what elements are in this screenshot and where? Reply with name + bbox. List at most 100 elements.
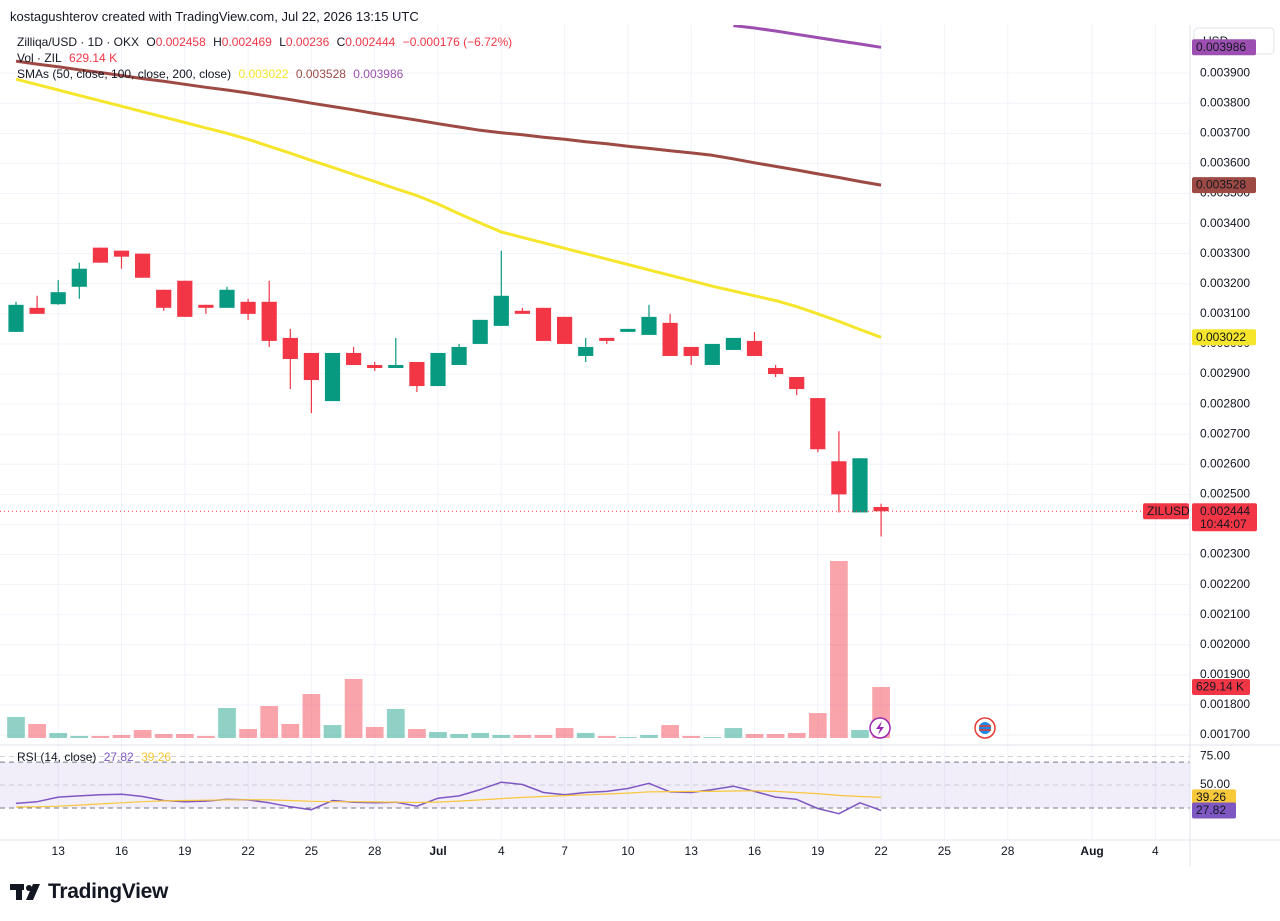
- candle-body: [599, 337, 615, 341]
- x-tick-label: Jul: [429, 844, 446, 858]
- candle-body: [177, 280, 193, 317]
- x-tick-label: 28: [1001, 844, 1015, 858]
- symbol-legend: Zilliqa/USD · 1D · OKX O0.002458 H0.0024…: [17, 35, 516, 49]
- candle-body: [852, 458, 868, 513]
- branding: TradingView: [48, 880, 169, 903]
- volume-bar: [281, 723, 300, 738]
- volume-bar: [429, 732, 447, 738]
- volume-bar: [450, 734, 468, 738]
- sma-value: 0.003986: [353, 67, 404, 81]
- sma-name[interactable]: SMAs (50, close, 100, close, 200, close): [17, 67, 232, 81]
- volume-bar: [787, 732, 806, 738]
- rsi-pane: [0, 755, 1190, 815]
- ohlc-key: L: [279, 35, 286, 49]
- candle-body: [789, 377, 805, 390]
- change: −0.000176 (−6.72%): [402, 35, 513, 49]
- price-tag-symbol: ZILUSD: [1147, 504, 1190, 518]
- volume-bar: [197, 735, 215, 738]
- candle-body: [135, 253, 151, 278]
- candle-body: [303, 352, 319, 381]
- x-tick-label: 13: [685, 844, 699, 858]
- y-tick-label: 0.003100: [1200, 306, 1250, 320]
- candle-body: [156, 289, 172, 308]
- candle-body: [92, 247, 108, 263]
- x-tick-label: 13: [52, 844, 66, 858]
- symbol[interactable]: Zilliqa/USD · 1D · OKX: [17, 35, 140, 49]
- candle-body: [113, 250, 130, 257]
- x-tick-label: 19: [178, 844, 192, 858]
- flag-glyph: [979, 722, 991, 734]
- x-tick-label: 28: [368, 844, 382, 858]
- candle-body: [704, 343, 720, 365]
- candle-body: [746, 340, 763, 356]
- y-tick-label: 0.002500: [1200, 487, 1250, 501]
- rsi-tick-label: 75.00: [1200, 749, 1230, 763]
- x-tick-label: 7: [561, 844, 568, 858]
- volume-bar: [682, 735, 701, 738]
- x-tick-label: 19: [811, 844, 825, 858]
- volume-bar: [661, 725, 679, 738]
- candle-body: [324, 352, 341, 402]
- y-tick-label: 0.002200: [1200, 577, 1250, 591]
- volume-bar: [408, 729, 426, 738]
- x-tick-label: 10: [621, 844, 635, 858]
- candle-body: [71, 268, 87, 287]
- rsi-name[interactable]: RSI (14, close): [17, 750, 97, 764]
- candle-body: [557, 316, 573, 344]
- y-tick-label: 0.002800: [1200, 396, 1250, 410]
- logo-part: [16, 884, 22, 900]
- volume-name[interactable]: Vol · ZIL: [17, 51, 62, 65]
- candle-body: [388, 364, 404, 369]
- axis-tag-label: 0.003022: [1196, 330, 1246, 344]
- axis-tag-label: 39.26: [1196, 790, 1226, 804]
- axis-tag: [1192, 802, 1236, 819]
- rsi-legend: RSI (14, close) 27.82 39.26: [17, 750, 175, 764]
- candle-body: [346, 352, 362, 365]
- sma-legend: SMAs (50, close, 100, close, 200, close)…: [17, 67, 407, 81]
- volume-bar: [724, 728, 743, 738]
- axis-tag: [1192, 329, 1256, 346]
- x-tick-label: 25: [305, 844, 319, 858]
- price-pane: [0, 25, 1190, 738]
- x-tick-label: Aug: [1080, 844, 1103, 858]
- volume-bar: [239, 729, 257, 738]
- candle-body: [430, 352, 446, 387]
- y-tick-label: 0.003200: [1200, 276, 1250, 290]
- axis-tag: [1192, 39, 1256, 56]
- volume-bar: [513, 735, 532, 738]
- volume-bar: [640, 735, 658, 738]
- y-tick-label: 0.003400: [1200, 216, 1250, 230]
- candle-body: [641, 316, 657, 335]
- candle-body: [50, 292, 66, 305]
- candle-body: [578, 346, 594, 356]
- volume-bar: [260, 705, 279, 738]
- volume-bar: [7, 717, 25, 738]
- volume-bar: [534, 735, 553, 738]
- axis-tag-label: 0.003986: [1196, 40, 1246, 54]
- volume-bar: [471, 732, 490, 738]
- axis-tag: [1192, 789, 1236, 806]
- candle-body: [768, 368, 784, 375]
- rsi-tick-label: 50.00: [1200, 777, 1230, 791]
- volume-bar: [218, 708, 236, 738]
- volume-bar: [49, 732, 68, 738]
- candle-body: [367, 364, 383, 369]
- candle-body: [810, 398, 826, 450]
- volume-bar: [386, 708, 405, 738]
- price-tag-value: 0.002444: [1200, 504, 1250, 518]
- volume-bar: [112, 735, 131, 738]
- logo-part: [26, 885, 32, 891]
- y-tick-label: 0.001900: [1200, 667, 1250, 681]
- y-tick-label: 0.002000: [1200, 637, 1250, 651]
- candle-body: [29, 307, 45, 314]
- volume-bar: [154, 734, 173, 738]
- candle-body: [514, 310, 530, 314]
- y-tick-label: 0.002300: [1200, 547, 1250, 561]
- sma-line: [15, 59, 882, 187]
- volume-bar: [28, 723, 46, 738]
- volume-bar: [555, 728, 574, 738]
- volume-value: 629.14 K: [69, 51, 118, 65]
- candle-body: [8, 304, 24, 332]
- axis-tag: [1192, 679, 1250, 696]
- ohlc-key: C: [336, 35, 346, 49]
